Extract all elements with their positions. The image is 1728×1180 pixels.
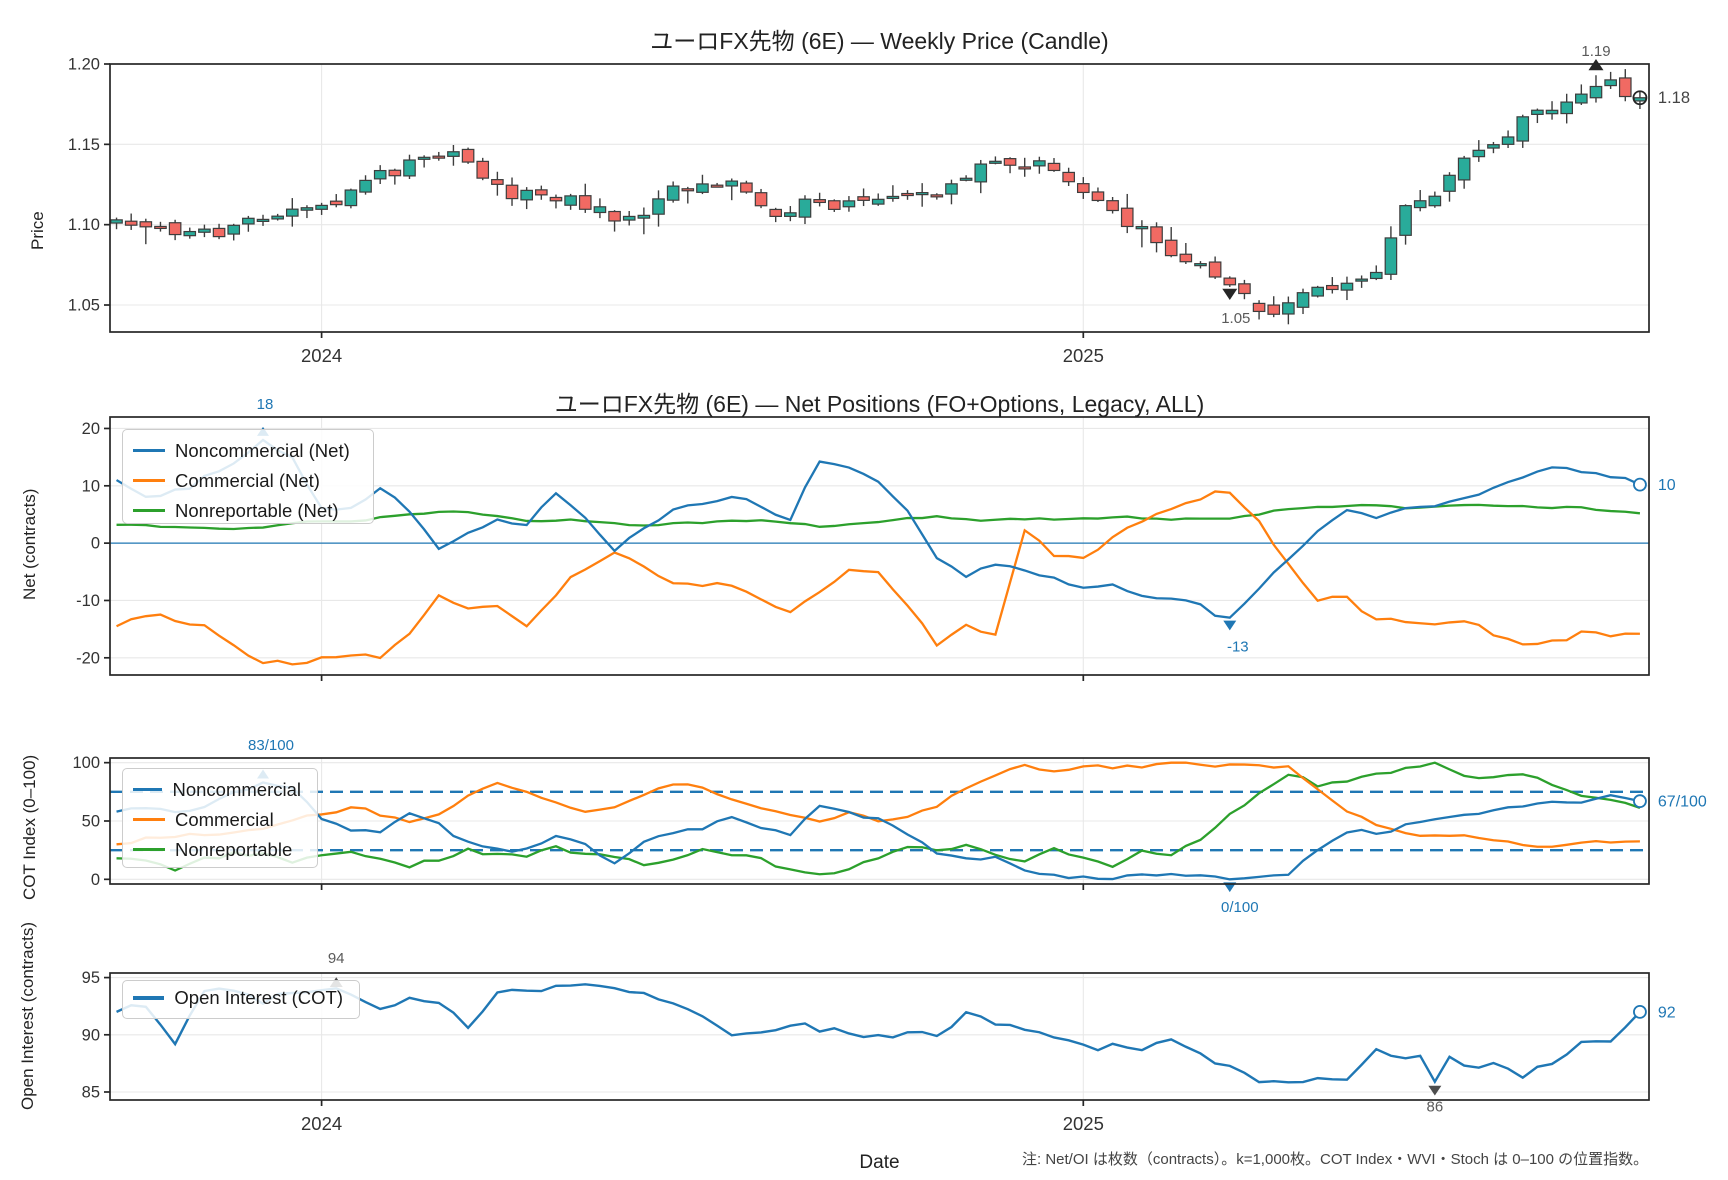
svg-text:90: 90 (82, 1026, 100, 1044)
svg-text:-10: -10 (76, 592, 100, 610)
svg-text:86: 86 (1427, 1099, 1444, 1116)
svg-text:0: 0 (91, 535, 100, 553)
svg-text:1.15: 1.15 (68, 136, 100, 154)
svg-text:92: 92 (1658, 1004, 1676, 1021)
svg-text:10: 10 (1658, 477, 1676, 494)
svg-text:95: 95 (82, 969, 100, 987)
svg-text:100: 100 (72, 754, 100, 772)
svg-text:-20: -20 (76, 649, 100, 667)
svg-text:2024: 2024 (301, 1113, 342, 1134)
svg-text:0/100: 0/100 (1221, 899, 1259, 916)
svg-text:1.05: 1.05 (68, 297, 100, 315)
svg-text:1.05: 1.05 (1221, 310, 1250, 327)
svg-text:2024: 2024 (301, 345, 342, 366)
svg-text:1.10: 1.10 (68, 216, 100, 234)
svg-text:83/100: 83/100 (248, 737, 294, 754)
svg-text:1.18: 1.18 (1658, 89, 1690, 107)
svg-text:10: 10 (82, 477, 100, 495)
svg-text:20: 20 (82, 420, 100, 438)
svg-text:2025: 2025 (1063, 345, 1104, 366)
svg-text:1.20: 1.20 (68, 56, 100, 74)
svg-text:67/100: 67/100 (1658, 794, 1707, 811)
svg-text:85: 85 (82, 1084, 100, 1102)
svg-text:-13: -13 (1227, 639, 1249, 656)
svg-text:2025: 2025 (1063, 1113, 1104, 1134)
svg-text:Date: Date (859, 1152, 899, 1173)
svg-text:0: 0 (91, 871, 100, 889)
svg-text:94: 94 (328, 950, 345, 967)
svg-text:50: 50 (82, 813, 100, 831)
